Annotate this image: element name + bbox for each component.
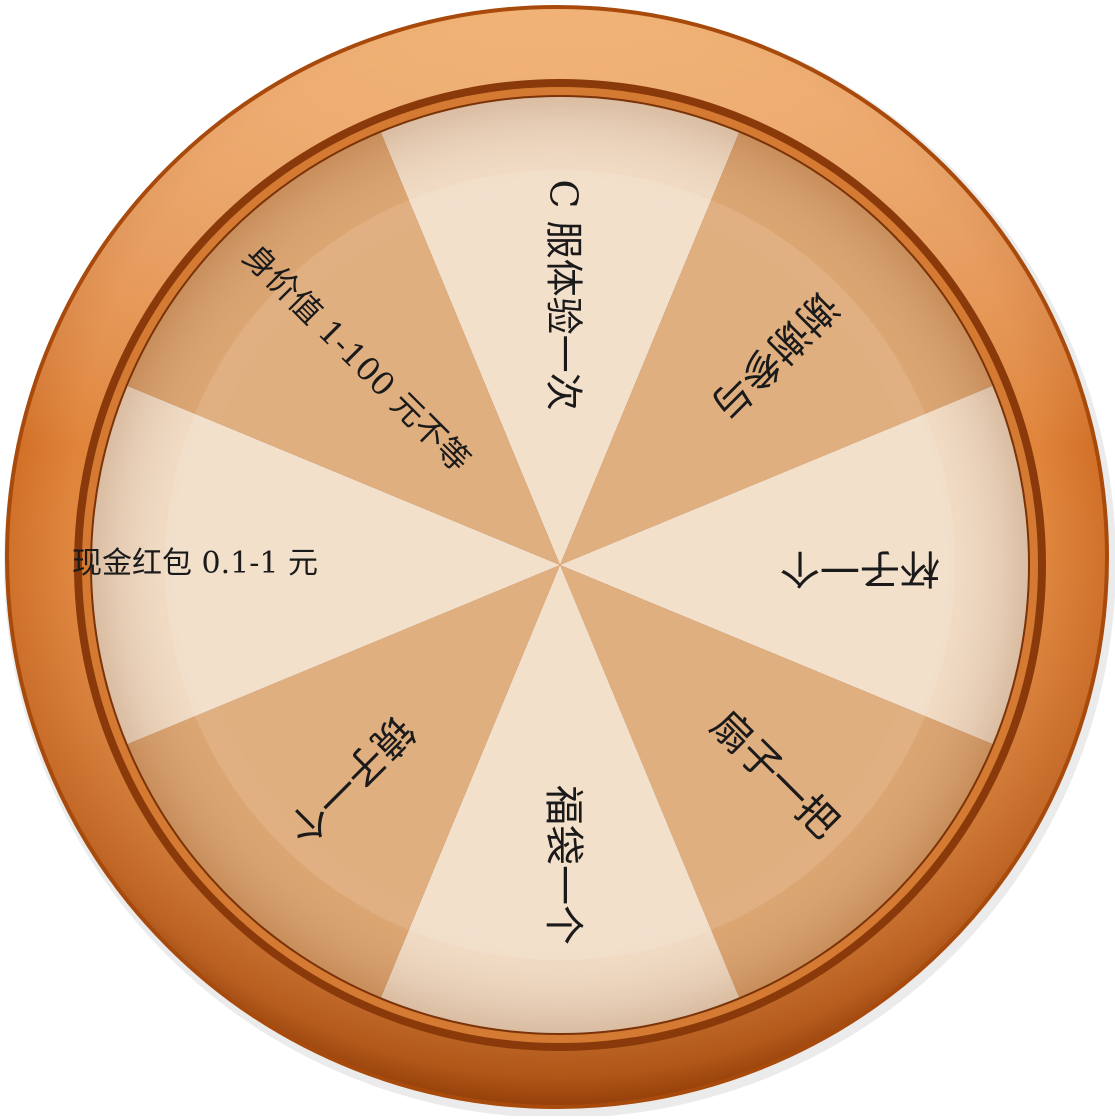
wheel-face-shade (92, 97, 1028, 1033)
segment-label: 现金红包 0.1-1 元 (72, 546, 318, 581)
segment-label: 杯子一个 (780, 545, 940, 591)
segment-label: 福袋一个 (540, 785, 586, 945)
segment-label: C 服体验一次 (542, 179, 586, 410)
